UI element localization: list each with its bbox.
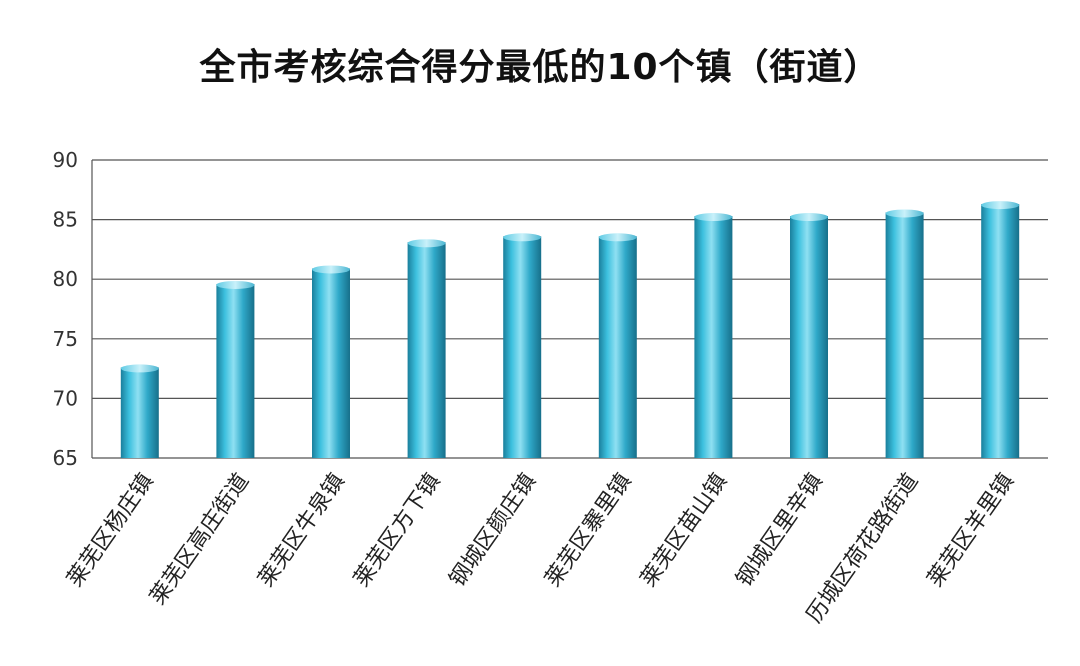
x-category-label: 莱芜区寨里镇 <box>541 469 637 591</box>
x-category-label: 莱芜区羊里镇 <box>923 469 1019 591</box>
y-tick-label: 65 <box>53 446 78 470</box>
bar-body <box>312 268 350 458</box>
bar-cap <box>120 364 159 373</box>
bar <box>503 233 542 458</box>
bar-body <box>407 242 446 458</box>
x-category-label: 莱芜区苗山镇 <box>636 469 732 591</box>
bar-body <box>694 216 733 458</box>
bar <box>790 213 828 458</box>
bar-body <box>598 236 637 458</box>
x-category-label: 莱芜区杨庄镇 <box>63 469 159 591</box>
bar <box>598 233 637 458</box>
bar-body <box>790 216 828 458</box>
bar-body <box>120 367 159 458</box>
bar <box>694 213 733 458</box>
bar-body <box>885 212 924 458</box>
chart-title: 全市考核综合得分最低的10个镇（街道） <box>199 47 881 88</box>
bar-cap <box>503 233 542 242</box>
bar-cap <box>598 233 637 242</box>
bar <box>407 239 446 458</box>
x-category-label: 钢城区颜庄镇 <box>445 469 541 591</box>
bar-cap <box>694 213 733 222</box>
bar-cap <box>216 280 255 289</box>
x-category-label: 钢城区里辛镇 <box>732 469 828 591</box>
y-tick-label: 75 <box>53 327 78 351</box>
bar <box>120 364 159 458</box>
y-tick-label: 80 <box>53 267 78 291</box>
x-category-label: 莱芜区方下镇 <box>349 469 445 591</box>
bar-cap <box>885 209 924 218</box>
x-category-label: 莱芜区高庄街道 <box>145 469 254 610</box>
bar <box>312 265 350 458</box>
y-tick-label: 90 <box>53 148 78 172</box>
bar-body <box>981 204 1020 458</box>
bar <box>885 209 924 458</box>
bar-cap <box>312 265 350 274</box>
bar-cap <box>981 201 1020 210</box>
bar-cap <box>790 213 828 222</box>
bar-cap <box>407 239 446 248</box>
y-tick-labels: 65 70 75 80 85 90 <box>53 148 78 470</box>
bar <box>216 280 255 458</box>
y-tick-label: 70 <box>53 386 78 410</box>
bar-body <box>216 283 255 458</box>
bar <box>981 201 1020 458</box>
x-category-label: 莱芜区牛泉镇 <box>254 469 350 591</box>
bar-body <box>503 236 542 458</box>
y-tick-label: 85 <box>53 208 78 232</box>
bars <box>120 201 1020 458</box>
